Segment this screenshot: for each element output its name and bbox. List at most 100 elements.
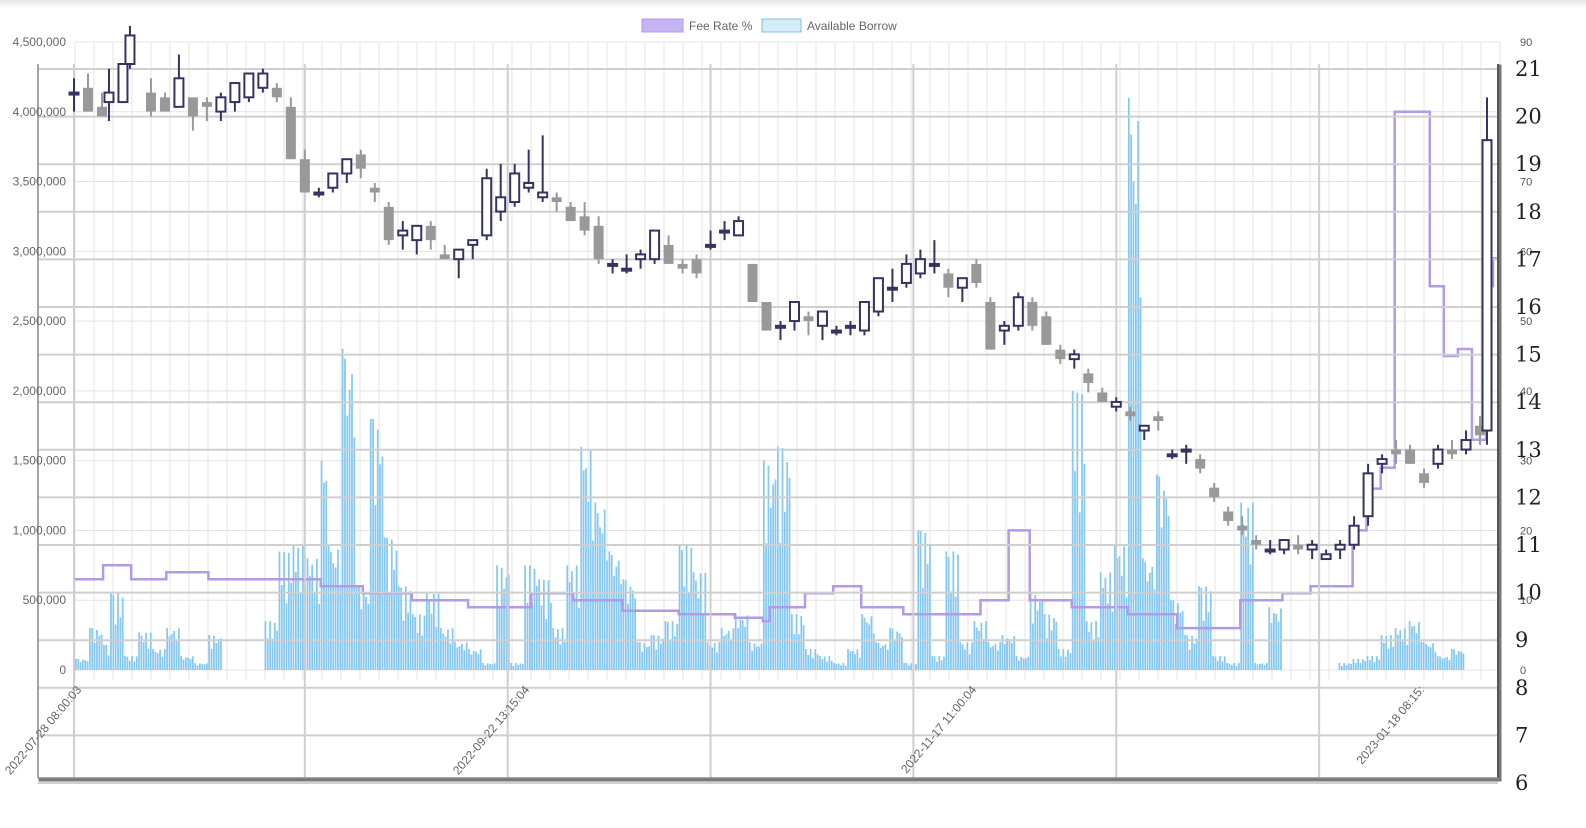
borrow-bar [1399,630,1402,670]
legend-item-fee-rate[interactable]: Fee Rate % [641,18,753,33]
right-tick-label: 20 [1520,525,1532,537]
borrow-bar [582,470,585,670]
borrow-bar [203,664,206,670]
borrow-bar [1441,658,1444,670]
borrow-bar [819,656,821,670]
borrow-bar [989,647,992,670]
borrow-bar [444,636,447,670]
borrow-bar [1022,658,1025,670]
candle-body [411,224,423,242]
borrow-bar [751,651,753,670]
candle-body [649,229,661,261]
borrow-bar [287,552,290,670]
candle-body [1209,487,1220,498]
candle-body [439,254,450,260]
legend-swatch-available-borrow [761,18,802,33]
borrow-bar [213,635,215,670]
borrow-bar [1214,656,1217,670]
candle [1264,540,1276,555]
borrow-bar [964,649,966,670]
candle [733,216,745,237]
price-tick-label: 18 [1515,200,1542,224]
borrow-bar [706,642,709,670]
borrow-bar [110,593,112,670]
candle [928,240,940,274]
borrow-bar [1404,628,1406,670]
borrow-bar [741,620,744,670]
borrow-bar [844,665,847,670]
borrow-bar [769,507,772,670]
borrow-bar [517,665,519,670]
legend-item-available-borrow[interactable]: Available Borrow [761,18,897,33]
borrow-bar [458,646,461,670]
borrow-bar [468,649,470,670]
borrow-bar [180,656,183,670]
borrow-bar [128,660,131,670]
borrow-bar [421,635,424,670]
borrow-bar [585,468,587,670]
borrow-bar [823,656,826,670]
price-tick-label: 21 [1515,57,1542,81]
borrow-bar [1219,656,1221,670]
candle [649,229,661,264]
price-panel [37,25,1502,784]
candle [201,97,212,122]
borrow-bar [1378,659,1381,670]
price-tick-label: 8 [1515,676,1528,700]
borrow-bar [301,544,304,670]
borrow-bar [1163,490,1165,670]
borrow-bar [1149,572,1151,670]
borrow-bar [624,580,627,670]
borrow-bar [1216,660,1219,670]
candle [1097,387,1108,402]
candle [1068,349,1080,369]
right-tick-label: 30 [1520,456,1532,468]
right-tick-label: 60 [1520,246,1532,258]
borrow-bar [753,643,756,670]
borrow-bar [1273,613,1275,670]
candle-body [1138,424,1150,432]
candle [1055,344,1066,364]
borrow-bar [564,642,566,670]
borrow-bar [510,663,512,670]
borrow-bar [1446,657,1448,670]
borrow-bar [542,579,545,670]
legend-label-fee-rate: Fee Rate % [689,19,753,33]
candle-body [243,72,255,99]
candle [1027,297,1038,331]
borrow-bar [774,479,777,670]
candle-body [257,72,269,89]
borrow-bar [1343,663,1345,670]
candle [1195,454,1206,474]
candle [1237,516,1248,536]
candle [747,263,758,302]
borrow-bar [704,573,707,670]
right-tick-label: 50 [1520,316,1532,328]
borrow-bar [142,642,145,670]
borrow-bar [744,626,746,670]
candle [663,235,674,264]
borrow-bar [514,663,517,670]
candle-body [1055,349,1066,360]
borrow-bar [1102,587,1104,670]
borrow-bar [1174,623,1177,670]
borrow-bar [386,537,388,670]
borrow-bar [879,647,882,670]
candle-body [117,63,129,104]
borrow-bar [194,663,197,670]
borrow-bar [578,607,580,670]
candle [593,216,604,264]
borrow-bar [950,591,952,670]
candle [844,321,856,336]
candle-body [1195,459,1206,469]
borrow-bar [802,625,805,670]
candle-body [481,177,493,237]
borrow-bar [1050,630,1053,670]
borrow-bar [809,649,812,670]
borrow-bar [627,603,629,670]
candle [1223,506,1234,526]
borrow-bar [1132,181,1135,670]
candle-body [1334,543,1346,551]
borrow-bar [940,660,943,670]
borrow-bar [496,565,498,670]
